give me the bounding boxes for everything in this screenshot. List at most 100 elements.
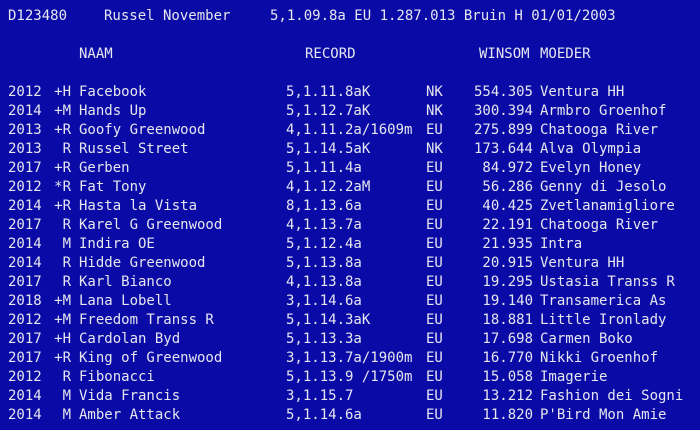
horse-name: Gerben — [79, 160, 130, 176]
column-header: MOEDER — [540, 46, 591, 62]
horse-name: King of Greenwood — [79, 350, 223, 366]
year: 2014 — [8, 407, 42, 423]
mother: Genny di Jesolo — [540, 179, 667, 195]
column-header: NAAM — [79, 46, 113, 62]
year: 2014 — [8, 255, 42, 271]
flag: R — [62, 274, 71, 290]
winnings: 20.915 — [482, 255, 533, 271]
country: EU — [426, 369, 443, 385]
country: EU — [426, 179, 443, 195]
header-details: 5,1.09.8a EU 1.287.013 Bruin H 01/01/200… — [270, 8, 616, 24]
winnings: 275.899 — [473, 122, 533, 138]
column-header: RECORD — [305, 46, 356, 62]
country: EU — [426, 274, 443, 290]
flag: +R — [54, 198, 71, 214]
year: 2012 — [8, 84, 42, 100]
year: 2018 — [8, 293, 42, 309]
winnings: 300.394 — [473, 103, 533, 119]
country: EU — [426, 312, 443, 328]
mother: Chatooga River — [540, 217, 659, 233]
record: 5,1.13.9 /1750m — [286, 369, 413, 385]
country: EU — [426, 388, 443, 404]
year: 2012 — [8, 369, 42, 385]
mother: Armbro Groenhof — [540, 103, 667, 119]
horse-name: Hasta la Vista — [79, 198, 198, 214]
flag: R — [62, 217, 71, 233]
horse-name: Lana Lobell — [79, 293, 172, 309]
record: 5,1.13.3a — [286, 331, 362, 347]
mother: Ventura HH — [540, 84, 625, 100]
year: 2012 — [8, 312, 42, 328]
mother: Zvetlanamigliore — [540, 198, 675, 214]
year: 2017 — [8, 217, 42, 233]
year: 2012 — [8, 179, 42, 195]
mother: Transamerica As — [540, 293, 667, 309]
winnings: 18.881 — [482, 312, 533, 328]
country: EU — [426, 160, 443, 176]
flag: R — [62, 141, 71, 157]
horse-name: Vida Francis — [79, 388, 181, 404]
year: 2017 — [8, 160, 42, 176]
mother: Intra — [540, 236, 583, 252]
flag: +M — [54, 103, 71, 119]
flag: *R — [54, 179, 71, 195]
horse-name: Russel Street — [79, 141, 189, 157]
record: 4,1.12.2aM — [286, 179, 371, 195]
record: 5,1.11.8aK — [286, 84, 371, 100]
flag: +R — [54, 160, 71, 176]
mother: Evelyn Honey — [540, 160, 642, 176]
mother: Nikki Groenhof — [540, 350, 659, 366]
flag: M — [62, 388, 71, 404]
winnings: 554.305 — [473, 84, 533, 100]
country: EU — [426, 350, 443, 366]
winnings: 21.935 — [482, 236, 533, 252]
horse-name: Hands Up — [79, 103, 147, 119]
country: EU — [426, 331, 443, 347]
mother: Ventura HH — [540, 255, 625, 271]
winnings: 56.286 — [482, 179, 533, 195]
mother: Imagerie — [540, 369, 608, 385]
flag: +R — [54, 122, 71, 138]
record: 4,1.13.8a — [286, 274, 362, 290]
record: 3,1.15.7 — [286, 388, 354, 404]
flag: M — [62, 407, 71, 423]
year: 2017 — [8, 331, 42, 347]
record: 4,1.13.7a — [286, 217, 362, 233]
horse-name: Indira OE — [79, 236, 155, 252]
record: 3,1.14.6a — [286, 293, 362, 309]
record: 5,1.12.7aK — [286, 103, 371, 119]
flag: +H — [54, 331, 71, 347]
horse-name: Karl Bianco — [79, 274, 172, 290]
country: NK — [426, 84, 443, 100]
country: EU — [426, 407, 443, 423]
year: 2017 — [8, 350, 42, 366]
record: 5,1.14.5aK — [286, 141, 371, 157]
country: NK — [426, 141, 443, 157]
country: EU — [426, 293, 443, 309]
winnings: 16.770 — [482, 350, 533, 366]
record: 5,1.11.4a — [286, 160, 362, 176]
horse-name: Freedom Transs R — [79, 312, 214, 328]
year: 2014 — [8, 198, 42, 214]
record: 4,1.11.2a/1609m — [286, 122, 413, 138]
horse-name: Karel G Greenwood — [79, 217, 223, 233]
mother: Alva Olympia — [540, 141, 642, 157]
country: EU — [426, 236, 443, 252]
country: EU — [426, 255, 443, 271]
horse-name: Cardolan Byd — [79, 331, 181, 347]
winnings: 19.140 — [482, 293, 533, 309]
winnings: 40.425 — [482, 198, 533, 214]
horse-name: Goofy Greenwood — [79, 122, 206, 138]
winnings: 19.295 — [482, 274, 533, 290]
header-horse: Russel November — [104, 8, 231, 24]
flag: R — [62, 255, 71, 271]
column-header: WINSOM — [479, 46, 530, 62]
record: 3,1.13.7a/1900m — [286, 350, 413, 366]
horse-name: Fibonacci — [79, 369, 155, 385]
record: 8,1.13.6a — [286, 198, 362, 214]
record: 5,1.14.3aK — [286, 312, 371, 328]
mother: Little Ironlady — [540, 312, 667, 328]
winnings: 173.644 — [473, 141, 533, 157]
flag: M — [62, 236, 71, 252]
mother: Ustasia Transs R — [540, 274, 675, 290]
